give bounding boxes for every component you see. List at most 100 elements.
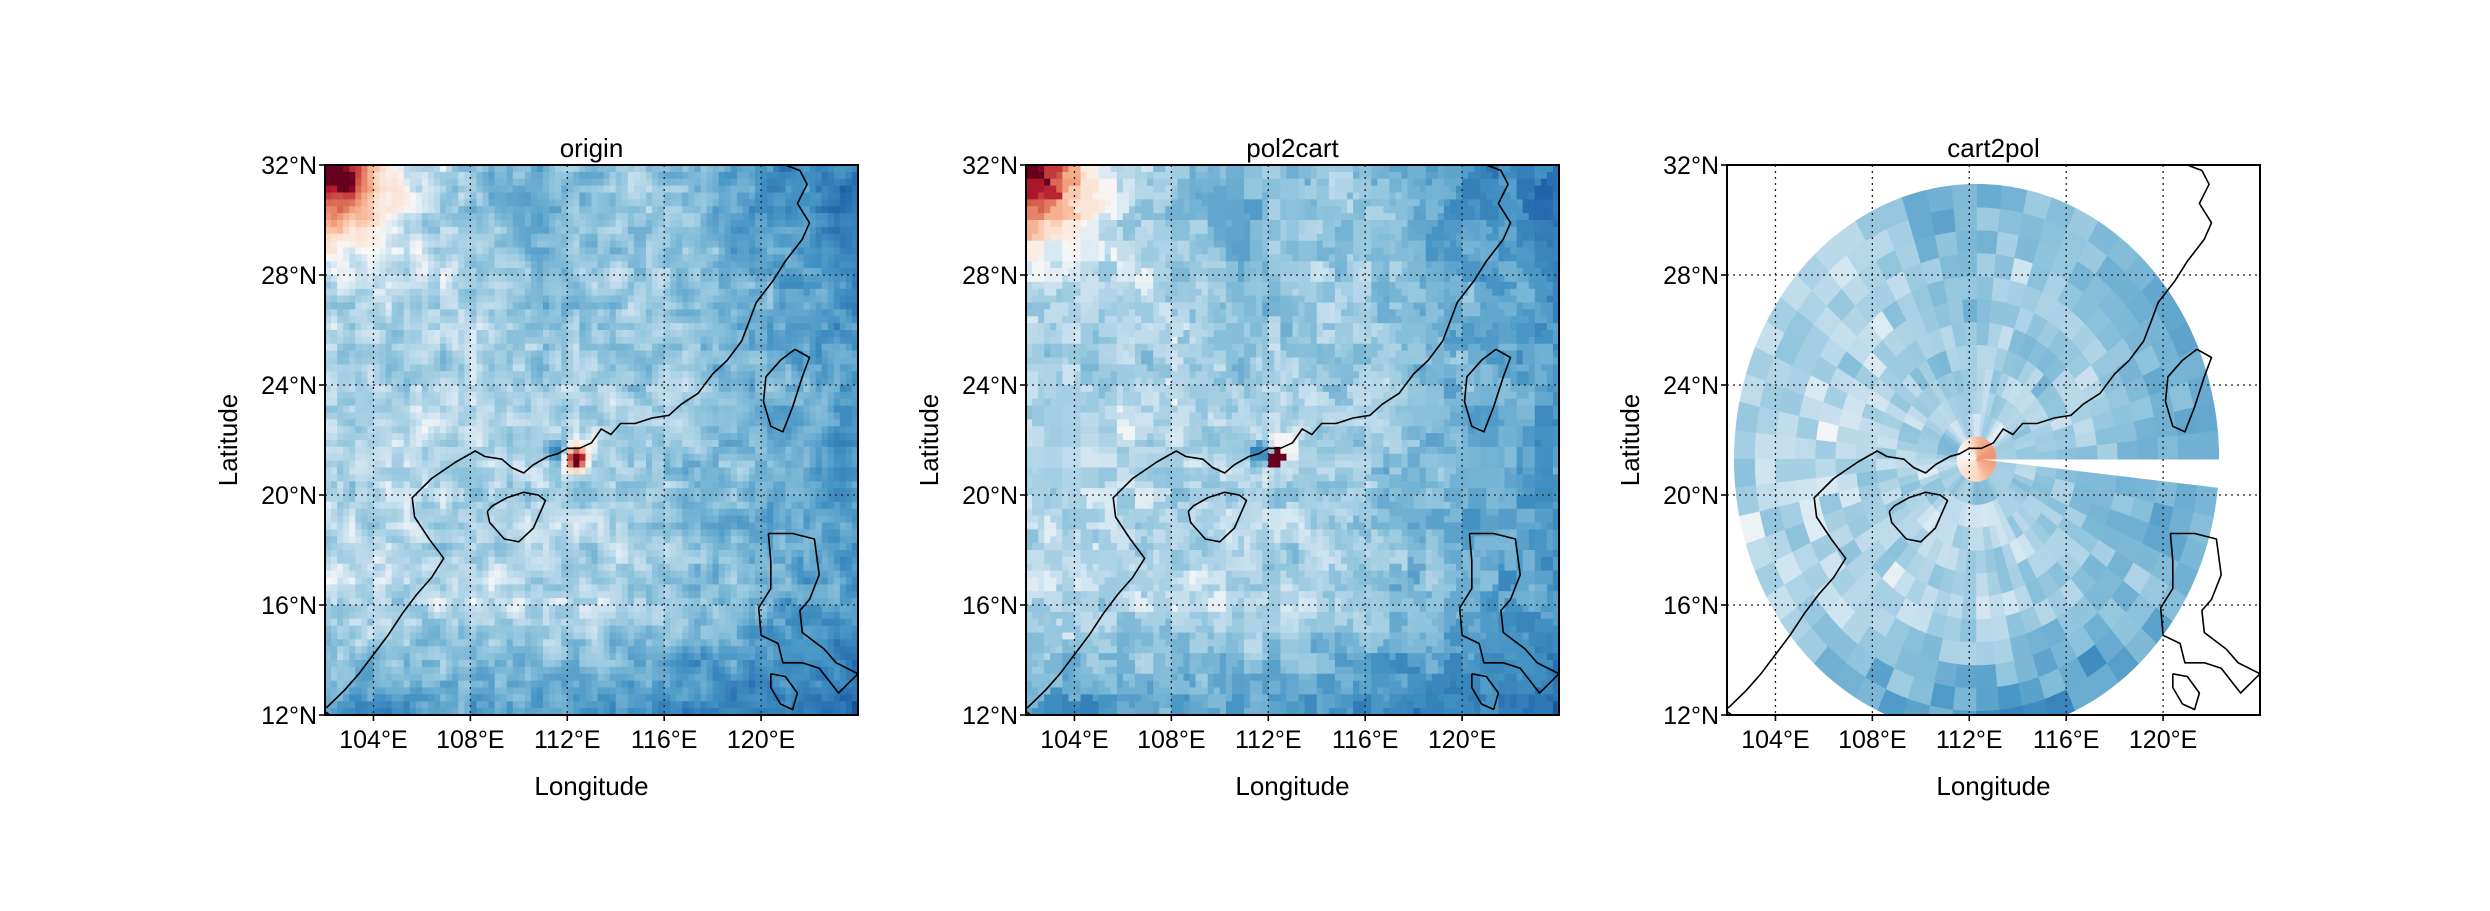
heatmap-cell — [773, 391, 780, 400]
heatmap-cell — [839, 226, 847, 235]
heatmap-cell — [742, 440, 750, 448]
heatmap-cell — [845, 213, 853, 221]
heatmap-cell — [664, 488, 671, 496]
heatmap-cell — [518, 405, 526, 414]
heatmap-cell — [464, 488, 471, 496]
heatmap-cell — [470, 199, 478, 207]
heatmap-cell — [361, 213, 368, 221]
heatmap-cell — [761, 261, 768, 269]
heatmap-cell — [833, 295, 841, 304]
heatmap-cell — [591, 495, 599, 503]
heatmap-cell — [591, 178, 599, 187]
heatmap-cell — [609, 550, 617, 558]
heatmap-cell — [791, 302, 799, 310]
heatmap-cell — [379, 233, 387, 242]
heatmap-cell — [803, 433, 811, 441]
heatmap-cell — [494, 268, 502, 276]
heatmap-cell — [633, 261, 641, 269]
heatmap-cell — [845, 515, 853, 524]
heatmap-cell — [409, 453, 417, 462]
heatmap-cell — [603, 302, 611, 310]
heatmap-cell — [337, 357, 344, 365]
heatmap-cell — [403, 536, 411, 544]
heatmap-cell — [403, 330, 411, 338]
heatmap-cell — [761, 453, 768, 462]
heatmap-cell — [785, 247, 792, 255]
heatmap-cell — [694, 316, 702, 324]
heatmap-cell — [331, 550, 338, 558]
heatmap-cell — [712, 192, 720, 200]
heatmap-cell — [561, 488, 568, 496]
heatmap-cell — [639, 343, 647, 352]
heatmap-cell — [785, 213, 792, 221]
heatmap-cell — [579, 391, 587, 400]
heatmap-cell — [779, 474, 786, 482]
heatmap-cell — [567, 481, 574, 489]
heatmap-cell — [827, 206, 835, 214]
heatmap-cell — [355, 391, 362, 400]
heatmap-cell — [361, 398, 368, 407]
heatmap-cell — [536, 522, 544, 530]
heatmap-cell — [712, 171, 720, 180]
heatmap-cell — [688, 481, 696, 489]
heatmap-cell — [664, 405, 671, 414]
heatmap-cell — [639, 226, 647, 235]
heatmap-cell — [730, 453, 738, 462]
heatmap-cell — [355, 336, 362, 345]
heatmap-cell — [325, 323, 332, 331]
heatmap-cell — [615, 550, 623, 558]
heatmap-cell — [688, 550, 696, 558]
heatmap-cell — [706, 254, 714, 262]
heatmap-cell — [670, 446, 677, 455]
heatmap-cell — [543, 309, 550, 317]
heatmap-cell — [464, 165, 471, 173]
heatmap-cell — [518, 233, 526, 242]
heatmap-cell — [427, 446, 435, 455]
heatmap-cell — [421, 536, 429, 544]
heatmap-cell — [742, 543, 750, 551]
heatmap-cell — [682, 550, 690, 558]
heatmap-cell — [452, 446, 459, 455]
heatmap-cell — [458, 419, 465, 427]
heatmap-cell — [536, 288, 544, 297]
heatmap-cell — [476, 488, 484, 496]
heatmap-cell — [615, 446, 623, 455]
heatmap-cell — [712, 385, 720, 393]
heatmap-cell — [748, 226, 756, 235]
heatmap-cell — [700, 550, 708, 558]
heatmap-cell — [736, 220, 744, 228]
heatmap-cell — [646, 302, 653, 310]
heatmap-cell — [355, 501, 362, 510]
heatmap-cell — [706, 268, 714, 276]
heatmap-cell — [452, 543, 459, 551]
heatmap-cell — [476, 364, 484, 372]
heatmap-cell — [470, 426, 478, 434]
heatmap-cell — [718, 495, 726, 503]
heatmap-cell — [494, 378, 502, 386]
heatmap-cell — [688, 412, 696, 420]
heatmap-cell — [361, 522, 368, 530]
heatmap-cell — [561, 213, 568, 221]
heatmap-cell — [676, 336, 683, 345]
heatmap-cell — [427, 281, 435, 290]
heatmap-cell — [827, 233, 835, 242]
heatmap-cell — [603, 220, 611, 228]
heatmap-cell — [530, 281, 538, 290]
heatmap-cell — [391, 178, 399, 187]
heatmap-cell — [597, 467, 605, 475]
heatmap-cell — [397, 192, 405, 200]
heatmap-cell — [633, 495, 641, 503]
heatmap-cell — [597, 440, 605, 448]
heatmap-cell — [851, 281, 858, 290]
heatmap-cell — [627, 206, 635, 214]
heatmap-cell — [700, 206, 708, 214]
heatmap-cell — [748, 268, 756, 276]
heatmap-cell — [591, 240, 599, 249]
heatmap-cell — [506, 515, 514, 524]
heatmap-cell — [397, 522, 405, 530]
heatmap-cell — [773, 171, 780, 180]
heatmap-cell — [385, 501, 393, 510]
heatmap-cell — [627, 323, 635, 331]
heatmap-cell — [488, 357, 496, 365]
heatmap-cell — [664, 275, 671, 283]
